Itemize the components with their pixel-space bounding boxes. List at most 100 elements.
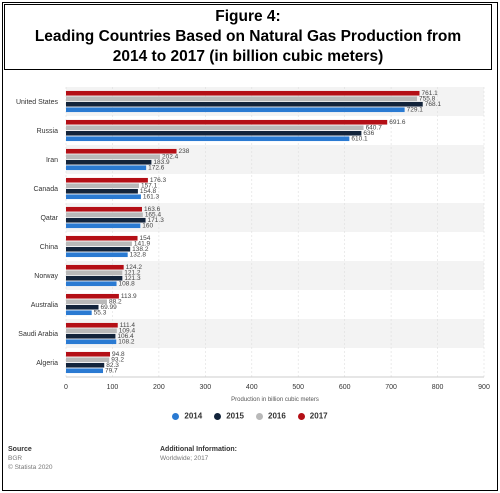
bar-2014: [66, 223, 141, 229]
category-label: Iran: [46, 157, 58, 164]
legend-swatch: [297, 412, 305, 420]
info-line: Worldwide; 2017: [160, 455, 209, 462]
data-label: 93.2: [111, 357, 124, 364]
category-label: Saudi Arabia: [18, 331, 58, 338]
legend-swatch: [256, 412, 263, 420]
data-label: 755.8: [419, 96, 436, 103]
x-tick-label: 500: [292, 384, 304, 391]
band-background: [66, 319, 484, 348]
data-label: 610.1: [351, 136, 368, 143]
data-label: 108.8: [119, 281, 136, 288]
bar-2016: [66, 299, 107, 305]
data-label: 160: [142, 223, 153, 230]
data-label: 69.99: [101, 304, 118, 311]
category-label: Algeria: [36, 360, 58, 367]
data-label: 132.8: [130, 252, 147, 259]
data-label: 108.2: [118, 339, 135, 346]
data-label: 636: [363, 130, 374, 137]
bar-2015: [66, 159, 152, 165]
data-label: 141.9: [134, 241, 151, 248]
data-label: 202.4: [162, 154, 179, 161]
bar-2014: [66, 107, 405, 113]
bar-2017: [66, 235, 138, 241]
data-label: 161.3: [143, 194, 160, 201]
x-axis-label: Production in billion cubic meters: [231, 397, 319, 403]
band-background: [66, 261, 484, 290]
bar-2016: [66, 241, 132, 247]
data-label: 172.6: [148, 165, 165, 172]
bar-2014: [66, 339, 117, 345]
bar-2016: [66, 183, 139, 189]
bar-2017: [66, 119, 388, 125]
bar-2014: [66, 165, 147, 171]
data-label: 94.8: [112, 351, 125, 358]
bar-2016: [66, 154, 161, 160]
x-tick-label: 100: [107, 384, 119, 391]
data-label: 729.1: [407, 107, 424, 114]
data-label: 171.3: [148, 217, 165, 224]
category-label: United States: [16, 99, 59, 106]
data-label: 183.9: [153, 159, 170, 166]
x-tick-label: 600: [339, 384, 351, 391]
legend-item-2016[interactable]: 2016: [256, 411, 286, 421]
x-tick-label: 400: [246, 384, 258, 391]
bar-2014: [66, 368, 104, 374]
source-line: BGR: [8, 455, 23, 462]
figure-title: Figure 4: Leading Countries Based on Nat…: [4, 4, 492, 70]
bar-2015: [66, 275, 123, 281]
bar-2016: [66, 96, 418, 102]
x-tick-label: 300: [199, 384, 211, 391]
legend-label: 2015: [226, 411, 244, 421]
data-label: 109.4: [119, 328, 136, 335]
category-label: Canada: [33, 186, 58, 193]
chart-legend: 2014 2015 2016 2017: [0, 411, 500, 427]
data-label: 113.9: [121, 293, 137, 300]
x-tick-label: 700: [385, 384, 397, 391]
source-heading: Source: [8, 446, 32, 453]
bar-2016: [66, 357, 110, 363]
data-label: 176.3: [150, 177, 167, 184]
bar-2014: [66, 310, 92, 316]
bar-2016: [66, 328, 117, 334]
data-label: 138.2: [132, 246, 149, 253]
legend-item-2014[interactable]: 2014: [172, 411, 202, 421]
bar-2017: [66, 293, 119, 299]
additional-info-block: Additional Information: Worldwide; 2017: [160, 445, 237, 463]
data-label: 88.2: [109, 299, 122, 306]
data-label: 640.7: [366, 125, 383, 132]
bar-2014: [66, 281, 117, 287]
data-label: 121.3: [124, 275, 141, 282]
bar-2015: [66, 188, 138, 194]
category-label: Norway: [34, 273, 58, 280]
bar-2016: [66, 125, 364, 131]
bar-2017: [66, 177, 148, 183]
bar-2014: [66, 136, 350, 142]
category-label: Russia: [37, 128, 59, 135]
data-label: 163.6: [144, 206, 161, 213]
data-label: 157.1: [141, 183, 158, 190]
x-tick-label: 900: [478, 384, 490, 391]
data-label: 761.1: [421, 90, 438, 97]
bar-2017: [66, 322, 118, 328]
bar-2015: [66, 217, 146, 223]
bar-2015: [66, 101, 423, 107]
data-label: 121.2: [124, 270, 141, 277]
source-block: Source BGR © Statista 2020: [8, 445, 53, 472]
data-label: 124.2: [126, 264, 143, 271]
bar-2017: [66, 148, 177, 154]
data-label: 111.4: [120, 322, 136, 329]
data-label: 82.3: [106, 362, 119, 369]
x-tick-label: 0: [64, 384, 68, 391]
legend-item-2017[interactable]: 2017: [297, 411, 328, 421]
data-label: 165.4: [145, 212, 162, 219]
bar-2014: [66, 194, 141, 200]
bar-2015: [66, 130, 362, 136]
bar-2017: [66, 351, 111, 357]
legend-swatch: [214, 412, 222, 420]
legend-label: 2016: [268, 411, 286, 421]
legend-swatch: [172, 412, 180, 420]
legend-item-2015[interactable]: 2015: [214, 411, 244, 421]
bar-2017: [66, 90, 420, 96]
